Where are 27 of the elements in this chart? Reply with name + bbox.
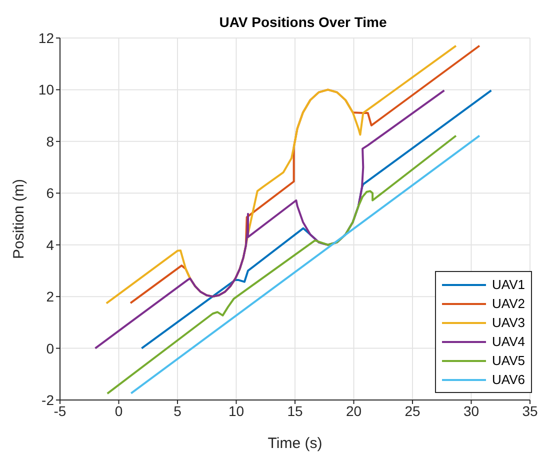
y-tick-label: 10 [38, 82, 54, 98]
legend-label: UAV6 [492, 372, 525, 387]
legend-label: UAV2 [492, 296, 525, 311]
x-tick-label: 0 [114, 402, 123, 419]
x-tick-label: 35 [522, 402, 538, 419]
y-axis-title: Position (m) [10, 178, 28, 260]
y-tick-label: -2 [42, 392, 54, 408]
y-tick-label: 0 [46, 340, 54, 356]
x-tick-label: -5 [54, 402, 66, 419]
legend-label: UAV4 [492, 334, 525, 349]
legend-label: UAV3 [492, 315, 525, 330]
y-tick-label: 6 [46, 185, 54, 202]
legend-label: UAV5 [492, 353, 525, 368]
x-axis-title: Time (s) [268, 435, 322, 452]
x-tick-label: 25 [404, 402, 420, 419]
y-tick-label: 4 [46, 236, 54, 253]
y-tick-label: 8 [46, 133, 54, 150]
chart-title: UAV Positions Over Time [218, 14, 388, 30]
x-tick-label: 10 [228, 402, 244, 419]
y-tick-label: 12 [38, 30, 54, 46]
y-tick-label: 2 [46, 288, 54, 305]
x-tick-label: 15 [287, 402, 303, 419]
x-tick-label: 30 [463, 402, 480, 419]
x-tick-label: 5 [174, 402, 182, 419]
line-series [94, 89, 446, 350]
legend-label: UAV1 [492, 277, 525, 292]
x-tick-label: 20 [346, 402, 362, 419]
